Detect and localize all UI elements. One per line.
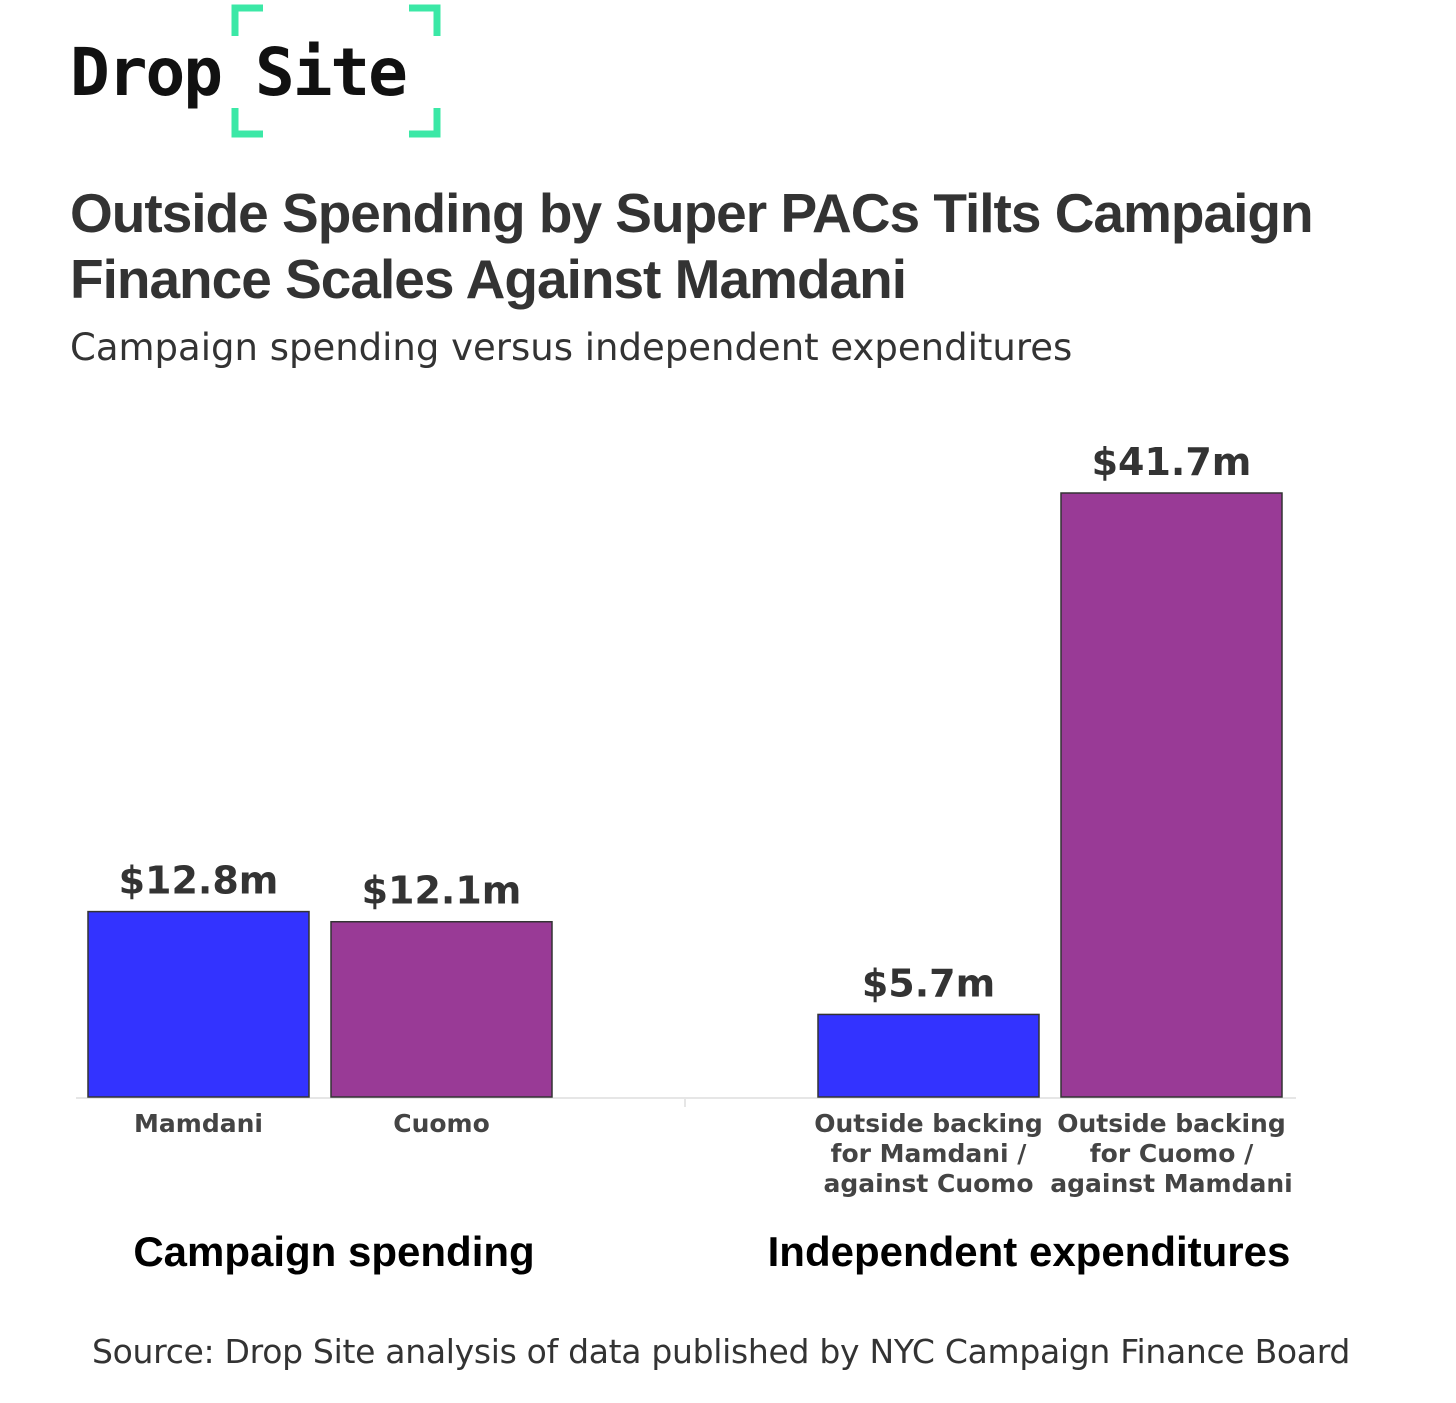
logo-bracket-top-left [231,4,263,36]
group-label-1: Campaign spending [133,1228,534,1275]
bar-4 [1060,492,1283,1098]
group-label-2: Independent expenditures [768,1228,1291,1275]
bar-category-label-3-line-2: for Mamdani / [831,1139,1028,1168]
bar-category-label-3-line-3: against Cuomo [823,1169,1033,1198]
bar-category-label-4-line-3: against Mamdani [1050,1169,1292,1198]
bar-chart: $12.8m Mamdani $12.1m Cuomo Campaign spendin… [76,440,1296,1275]
chart-title: Outside Spending by Super PACs Tilts Cam… [70,182,1314,310]
source-note: Source: Drop Site analysis of data publi… [92,1332,1351,1371]
bar-category-label-1-line-1: Mamdani [134,1109,263,1138]
bar-1 [87,910,310,1098]
bar-value-label-1: $12.8m [119,859,279,903]
logo-brackets-icon [231,4,441,138]
logo-bracket-bottom-right [409,108,441,138]
logo-bracket-top-right [409,4,441,36]
bar-value-label-4: $41.7m [1092,440,1252,484]
bar-category-label-3-line-1: Outside backing [814,1109,1042,1138]
bar-category-label-2-line-1: Cuomo [393,1109,490,1138]
drop-site-logo: Drop Site [70,0,450,145]
chart-subtitle: Campaign spending versus independent exp… [70,326,1073,369]
bar-category-label-4-line-1: Outside backing [1057,1109,1285,1138]
bar-category-label-4-line-2: for Cuomo / [1090,1139,1254,1168]
bar-value-label-3: $5.7m [862,961,995,1005]
logo-wordmark: Drop Site [70,34,408,111]
bar-3 [817,1013,1040,1098]
logo-word-drop: Drop [70,34,223,111]
bar-value-label-2: $12.1m [362,869,522,913]
logo-word-site: Site [254,34,408,111]
logo-bracket-bottom-left [231,108,263,138]
bar-2 [330,920,553,1098]
